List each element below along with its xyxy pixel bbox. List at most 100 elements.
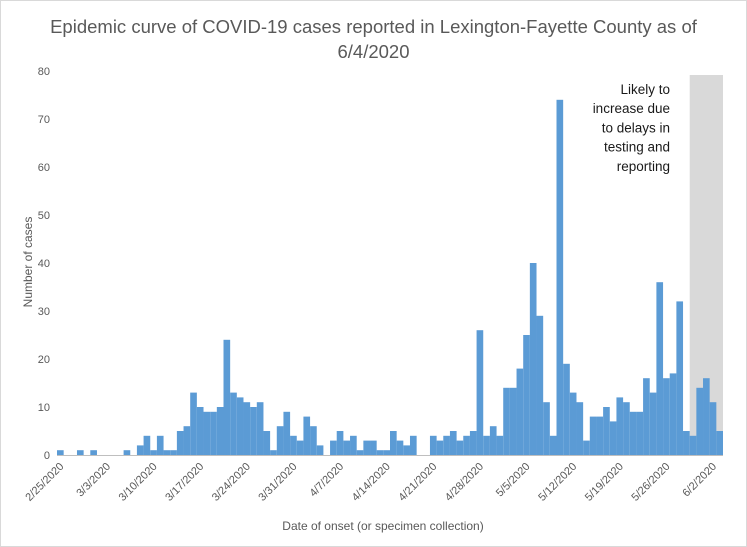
- bar: [296, 440, 304, 455]
- bar: [210, 411, 217, 455]
- annotation-line: increase due: [593, 101, 670, 116]
- bar: [696, 387, 704, 455]
- bar: [429, 435, 437, 455]
- bar: [383, 450, 390, 455]
- bar: [549, 435, 557, 455]
- bar: [496, 435, 504, 455]
- bar: [163, 450, 171, 455]
- x-tick-label: 5/5/2020: [494, 461, 533, 500]
- y-tick-label: 50: [38, 210, 50, 222]
- x-tick-label: 3/10/2020: [117, 461, 160, 504]
- bar: [709, 402, 717, 455]
- bar: [376, 450, 384, 455]
- bar: [443, 435, 450, 455]
- bar: [363, 440, 371, 455]
- x-tick-label: 4/7/2020: [307, 461, 346, 500]
- bar: [263, 431, 271, 455]
- bar: [196, 407, 204, 455]
- bar: [136, 445, 144, 455]
- bar: [203, 411, 211, 455]
- bar: [343, 440, 351, 455]
- bar: [236, 397, 244, 455]
- x-tick-label: 3/3/2020: [74, 461, 113, 500]
- y-tick-label: 60: [38, 162, 50, 174]
- x-tick-label: 5/19/2020: [583, 461, 626, 504]
- bar: [409, 435, 417, 455]
- bar: [356, 450, 364, 455]
- bar: [156, 435, 164, 455]
- bar: [223, 339, 231, 455]
- bar: [523, 335, 530, 455]
- x-tick-label: 2/25/2020: [23, 461, 66, 504]
- bar: [270, 450, 277, 455]
- bar: [603, 407, 610, 455]
- annotation-line: reporting: [617, 159, 670, 174]
- x-tick-label: 6/2/2020: [680, 461, 719, 500]
- bar: [243, 402, 251, 455]
- bar: [516, 368, 524, 455]
- bar: [123, 450, 131, 455]
- bar: [350, 435, 357, 455]
- bar: [283, 411, 291, 455]
- y-axis-title: Number of cases: [21, 217, 35, 308]
- y-tick-label: 20: [38, 354, 50, 366]
- bar: [483, 435, 490, 455]
- bar: [609, 421, 617, 455]
- bar: [150, 450, 157, 455]
- bar: [636, 411, 644, 455]
- bar: [57, 450, 64, 455]
- x-tick-label: 3/31/2020: [256, 461, 299, 504]
- bar: [616, 397, 624, 455]
- bar: [310, 426, 317, 455]
- chart-title-line-1: Epidemic curve of COVID-19 cases reporte…: [50, 16, 697, 37]
- bar: [556, 99, 564, 456]
- annotation-line: to delays in: [602, 120, 670, 135]
- bar: [250, 407, 257, 455]
- bar: [589, 416, 597, 455]
- chart-title: Epidemic curve of COVID-19 cases reporte…: [40, 14, 707, 64]
- bar: [183, 426, 191, 455]
- bar: [703, 378, 710, 455]
- bar: [676, 301, 684, 455]
- bar: [563, 363, 570, 455]
- x-tick-label: 4/14/2020: [350, 461, 393, 504]
- bar: [143, 435, 151, 455]
- bar: [456, 440, 464, 455]
- bar: [230, 392, 237, 455]
- y-tick-label: 0: [44, 450, 50, 462]
- bar: [569, 392, 577, 455]
- bar: [390, 431, 397, 455]
- bar: [716, 431, 723, 455]
- bar: [469, 431, 477, 455]
- bar: [396, 440, 404, 455]
- bar: [276, 426, 284, 455]
- bar: [669, 373, 677, 455]
- y-tick-label: 40: [38, 258, 50, 270]
- y-tick-label: 70: [38, 114, 50, 126]
- bar: [463, 435, 470, 455]
- bar: [576, 402, 584, 455]
- bar: [629, 411, 637, 455]
- bar: [216, 407, 224, 455]
- bar: [336, 431, 344, 455]
- annotation-line: testing and: [604, 140, 670, 155]
- bar: [290, 435, 297, 455]
- bar: [170, 450, 177, 455]
- x-tick-label: 5/26/2020: [629, 461, 672, 504]
- bar: [256, 402, 264, 455]
- annotation-line: Likely to: [620, 82, 670, 97]
- y-tick-label: 30: [38, 306, 50, 318]
- bar: [689, 435, 697, 455]
- bar: [436, 440, 444, 455]
- bar: [583, 440, 590, 455]
- bar: [503, 387, 510, 455]
- y-tick-label: 80: [38, 66, 50, 78]
- x-axis-title: Date of onset (or specimen collection): [282, 519, 483, 533]
- bar: [176, 431, 184, 455]
- bar: [543, 402, 550, 455]
- bar: [529, 263, 537, 455]
- bar: [330, 440, 337, 455]
- bar: [656, 282, 664, 455]
- x-tick-label: 5/12/2020: [536, 461, 579, 504]
- bar: [509, 387, 517, 455]
